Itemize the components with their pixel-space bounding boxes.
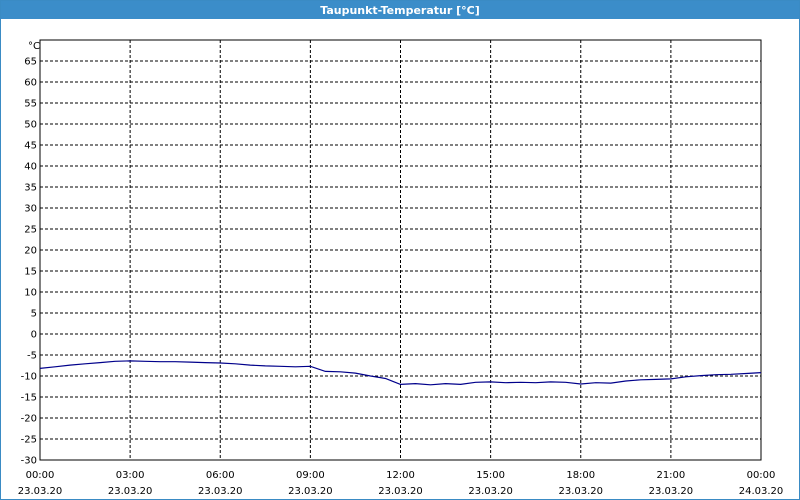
y-tick-label: 30 <box>24 204 37 215</box>
x-tick-time-label: 00:00 <box>26 470 55 481</box>
y-tick-label: -30 <box>21 456 37 467</box>
y-tick-label: 40 <box>24 162 37 173</box>
x-tick-date-label: 24.03.20 <box>739 486 784 497</box>
x-tick-time-label: 12:00 <box>386 470 415 481</box>
y-tick-label: 10 <box>24 288 37 299</box>
x-tick-date-label: 23.03.20 <box>649 486 694 497</box>
x-tick-date-label: 23.03.20 <box>288 486 333 497</box>
y-tick-label: 45 <box>24 141 37 152</box>
axis-layer <box>39 39 762 461</box>
tick-labels: 65605550454035302520151050-5-10-15-20-25… <box>18 41 784 497</box>
x-tick-time-label: 21:00 <box>656 470 685 481</box>
x-tick-date-label: 23.03.20 <box>198 486 243 497</box>
x-tick-time-label: 06:00 <box>206 470 235 481</box>
y-tick-label: 60 <box>24 78 37 89</box>
x-tick-date-label: 23.03.20 <box>18 486 63 497</box>
dewpoint-series-line <box>39 360 762 386</box>
x-tick-time-label: 15:00 <box>476 470 505 481</box>
y-tick-label: 35 <box>24 183 37 194</box>
x-tick-date-label: 23.03.20 <box>378 486 423 497</box>
y-tick-label: 20 <box>24 246 37 257</box>
plot-area-border <box>39 39 762 461</box>
y-tick-label: -20 <box>21 414 37 425</box>
y-tick-label: 0 <box>31 330 37 341</box>
y-tick-label: -10 <box>21 372 37 383</box>
chart-title: Taupunkt-Temperatur [°C] <box>1 1 799 19</box>
y-tick-label: -5 <box>27 351 37 362</box>
y-tick-label: -25 <box>21 435 37 446</box>
x-tick-time-label: 00:00 <box>747 470 776 481</box>
x-tick-date-label: 23.03.20 <box>468 486 513 497</box>
x-tick-date-label: 23.03.20 <box>558 486 603 497</box>
y-tick-label: 25 <box>24 225 37 236</box>
series-layer <box>39 360 762 386</box>
y-tick-label: 5 <box>31 309 37 320</box>
y-tick-label: 50 <box>24 120 37 131</box>
x-tick-time-label: 09:00 <box>296 470 325 481</box>
y-axis-unit-label: °C <box>28 41 40 52</box>
y-tick-label: 15 <box>24 267 37 278</box>
y-tick-label: 65 <box>24 57 37 68</box>
y-tick-label: 55 <box>24 99 37 110</box>
x-tick-date-label: 23.03.20 <box>108 486 153 497</box>
grid-layer <box>40 40 761 460</box>
x-tick-time-label: 18:00 <box>566 470 595 481</box>
x-tick-time-label: 03:00 <box>116 470 145 481</box>
y-tick-label: -15 <box>21 393 37 404</box>
